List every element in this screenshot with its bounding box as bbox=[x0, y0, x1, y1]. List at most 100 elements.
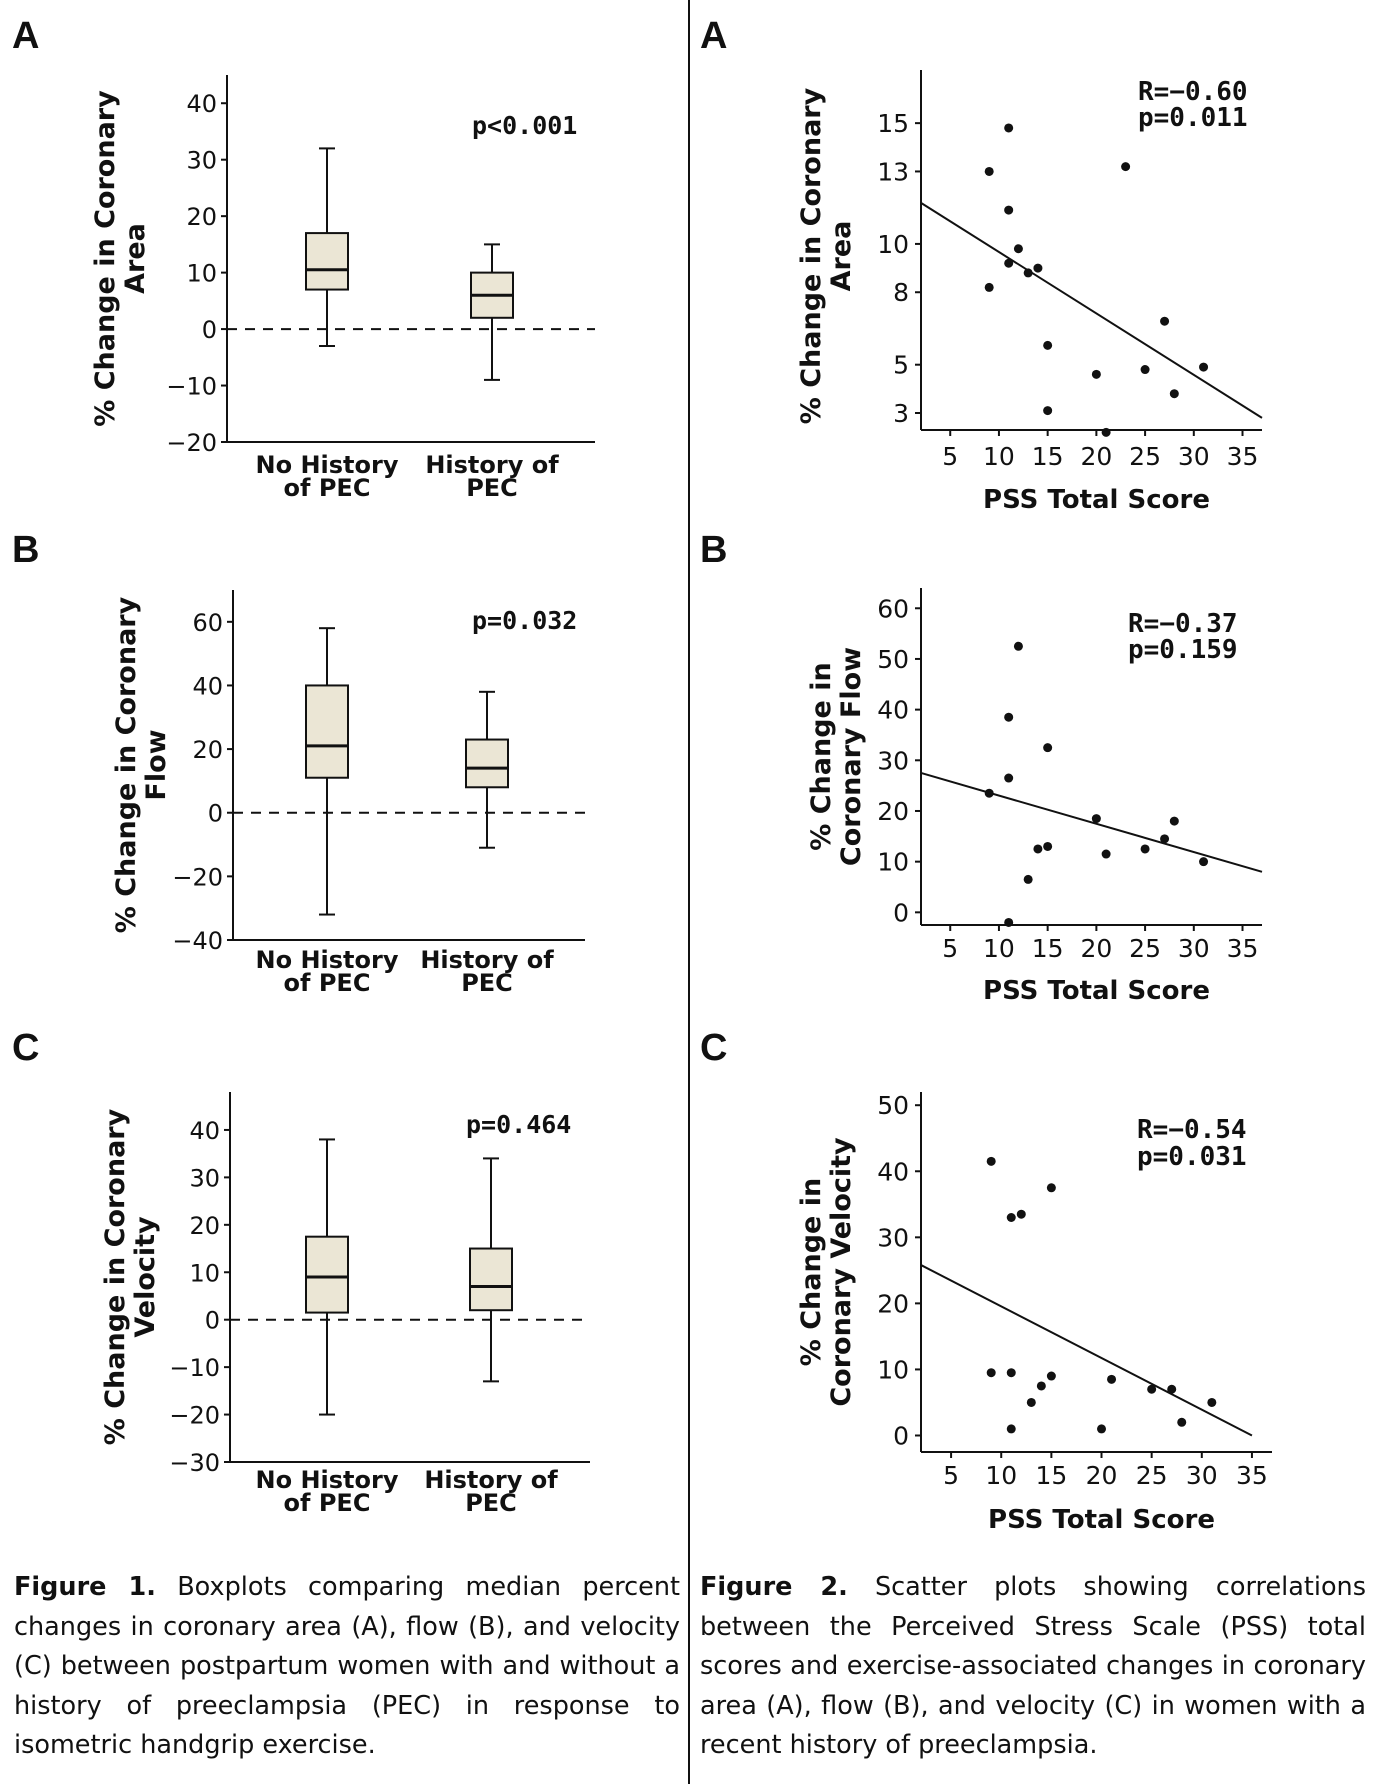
scatter-panel-b: B 0 10 20 30 40 50 60 5 10 15 20 25 30 35 PSS Total Sco… bbox=[700, 529, 1263, 1006]
x-tick-label: 5 bbox=[943, 1461, 959, 1490]
data-point bbox=[986, 1156, 996, 1166]
y-axis-label: Coronary Flow bbox=[836, 647, 867, 866]
y-tick-label: 10 bbox=[186, 260, 217, 288]
data-point bbox=[1006, 1424, 1016, 1434]
data-point bbox=[986, 1368, 996, 1378]
data-point bbox=[1199, 857, 1209, 867]
data-point bbox=[1091, 369, 1101, 379]
y-tick-label: −30 bbox=[169, 1449, 220, 1477]
data-point bbox=[1004, 773, 1014, 783]
category-label: No History bbox=[256, 1466, 399, 1494]
category-label: PEC bbox=[461, 969, 513, 997]
regression-line bbox=[920, 1264, 1253, 1437]
data-point bbox=[1016, 1209, 1026, 1219]
data-point bbox=[1147, 1384, 1157, 1394]
y-tick-label: 40 bbox=[186, 90, 217, 118]
data-point bbox=[1207, 1397, 1217, 1407]
y-tick-label: −20 bbox=[166, 429, 217, 457]
x-tick-label: 25 bbox=[1136, 1461, 1168, 1490]
x-tick-label: 20 bbox=[1080, 934, 1112, 963]
data-point bbox=[1097, 1424, 1107, 1434]
y-tick-label: −40 bbox=[172, 927, 223, 955]
y-tick-label: 0 bbox=[202, 316, 217, 344]
y-tick-label: 60 bbox=[192, 609, 223, 637]
data-point bbox=[1043, 340, 1053, 350]
y-tick-label: 30 bbox=[877, 746, 909, 775]
data-point bbox=[1140, 365, 1150, 375]
x-tick-label: 20 bbox=[1080, 442, 1112, 471]
category-label: No History bbox=[256, 946, 399, 974]
p-value-annotation: p=0.032 bbox=[472, 606, 577, 635]
data-point bbox=[1004, 917, 1014, 927]
x-tick-label: 5 bbox=[942, 442, 958, 471]
y-axis-label: Area bbox=[120, 223, 151, 294]
data-point bbox=[1004, 258, 1014, 268]
y-tick-label: 40 bbox=[192, 672, 223, 700]
x-tick-label: 30 bbox=[1178, 934, 1210, 963]
y-tick-label: 40 bbox=[189, 1117, 220, 1145]
data-point bbox=[1169, 816, 1179, 826]
data-point bbox=[1013, 641, 1023, 651]
y-tick-label: 5 bbox=[893, 351, 909, 380]
panel-letter: A bbox=[700, 15, 727, 57]
data-point bbox=[1169, 389, 1179, 399]
correlation-annotation: R=−0.60 bbox=[1138, 77, 1248, 107]
y-axis-label: % Change in Coronary bbox=[90, 90, 121, 427]
y-tick-label: 0 bbox=[893, 898, 909, 927]
x-tick-label: 25 bbox=[1129, 934, 1161, 963]
figure-2-caption: Figure 2. Scatter plots showing correlat… bbox=[700, 1568, 1366, 1766]
figure-2-caption-text: Scatter plots showing correlations betwe… bbox=[700, 1572, 1367, 1760]
x-tick-label: 15 bbox=[1032, 934, 1064, 963]
x-tick-label: 30 bbox=[1186, 1461, 1218, 1490]
y-axis-label: % Change in bbox=[806, 662, 837, 850]
iqr-box bbox=[469, 1247, 513, 1312]
data-point bbox=[1023, 874, 1033, 884]
y-tick-label: 50 bbox=[877, 1091, 909, 1120]
p-value-annotation: p=0.031 bbox=[1137, 1142, 1247, 1172]
x-axis-label: PSS Total Score bbox=[988, 1505, 1215, 1535]
correlation-annotation: R=−0.54 bbox=[1137, 1115, 1247, 1145]
data-point bbox=[1033, 263, 1043, 273]
x-tick-label: 20 bbox=[1086, 1461, 1118, 1490]
x-axis-label: PSS Total Score bbox=[983, 485, 1210, 515]
category-label: of PEC bbox=[284, 474, 371, 502]
y-axis-label: % Change in Coronary bbox=[100, 1108, 131, 1445]
data-point bbox=[1121, 162, 1131, 172]
y-tick-label: −10 bbox=[166, 373, 217, 401]
p-value-annotation: p=0.159 bbox=[1128, 635, 1238, 665]
data-point bbox=[1046, 1371, 1056, 1381]
y-axis-label: Flow bbox=[141, 729, 172, 800]
data-point bbox=[1160, 834, 1170, 844]
figure-1-caption-label: Figure 1. bbox=[14, 1572, 156, 1602]
y-tick-label: 30 bbox=[877, 1223, 909, 1252]
category-label: History of bbox=[425, 451, 559, 479]
y-tick-label: 10 bbox=[877, 1355, 909, 1384]
y-tick-label: 15 bbox=[877, 109, 909, 138]
y-axis-label: % Change in Coronary bbox=[111, 596, 142, 933]
y-tick-label: −20 bbox=[172, 863, 223, 891]
data-point bbox=[1043, 743, 1053, 753]
figure-2-caption-label: Figure 2. bbox=[700, 1572, 848, 1602]
panel-letter: C bbox=[12, 1027, 39, 1069]
y-tick-label: 13 bbox=[877, 157, 909, 186]
y-tick-label: 30 bbox=[186, 147, 217, 175]
data-point bbox=[1004, 205, 1014, 215]
category-label: of PEC bbox=[284, 1489, 371, 1517]
data-point bbox=[1091, 814, 1101, 824]
iqr-box bbox=[305, 232, 349, 291]
data-point bbox=[984, 166, 994, 176]
data-point bbox=[1023, 268, 1033, 278]
y-tick-label: 10 bbox=[877, 230, 909, 259]
data-point bbox=[1046, 1183, 1056, 1193]
scatter-panel-c: C 0 10 20 30 40 50 5 10 15 20 25 30 35 PSS Total Score… bbox=[700, 1027, 1272, 1535]
y-tick-label: 20 bbox=[192, 736, 223, 764]
data-point bbox=[1107, 1374, 1117, 1384]
y-tick-label: 3 bbox=[893, 399, 909, 428]
data-point bbox=[1043, 406, 1053, 416]
